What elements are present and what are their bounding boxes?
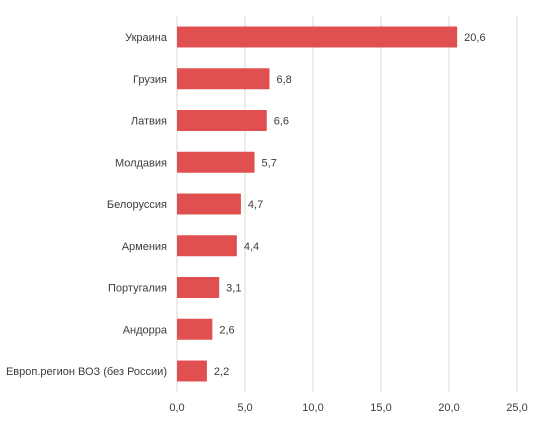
value-label: 4,4: [244, 241, 259, 253]
x-tick-label: 15,0: [370, 402, 391, 414]
category-label: Белоруссия: [107, 199, 167, 211]
bar: [177, 151, 255, 173]
bar: [177, 277, 220, 298]
bar: [177, 110, 267, 131]
category-label: Украина: [125, 32, 168, 44]
x-tick-label: 20,0: [438, 402, 459, 414]
value-label: 3,1: [226, 283, 241, 295]
bar: [177, 235, 237, 257]
category-label: Андорра: [123, 324, 168, 336]
category-label: Португалия: [108, 283, 167, 295]
value-label: 4,7: [248, 199, 263, 211]
bar: [177, 26, 458, 48]
x-tick-label: 25,0: [506, 402, 527, 414]
category-label: Грузия: [133, 74, 167, 86]
category-label: Европ.регион ВОЗ (без России): [6, 366, 167, 378]
x-tick-label: 10,0: [302, 402, 323, 414]
x-tick-label: 0,0: [169, 402, 184, 414]
bar: [177, 193, 241, 215]
category-label: Латвия: [131, 116, 167, 128]
x-tick-label: 5,0: [237, 402, 252, 414]
bar: [177, 68, 270, 90]
value-label: 5,7: [262, 157, 277, 169]
value-label: 2,6: [219, 324, 234, 336]
bars: [177, 26, 458, 382]
value-label: 6,8: [276, 74, 291, 86]
value-label: 20,6: [464, 32, 485, 44]
category-label: Молдавия: [115, 157, 167, 169]
category-label: Армения: [122, 241, 167, 253]
value-label: 2,2: [214, 366, 229, 378]
bar: [177, 318, 213, 340]
labels: 0,0 5,0 10,0 15,0 20,0 25,0 Украина 20,6 Грузия 6…: [6, 32, 528, 414]
value-label: 6,6: [274, 116, 289, 128]
bar: [177, 360, 207, 382]
